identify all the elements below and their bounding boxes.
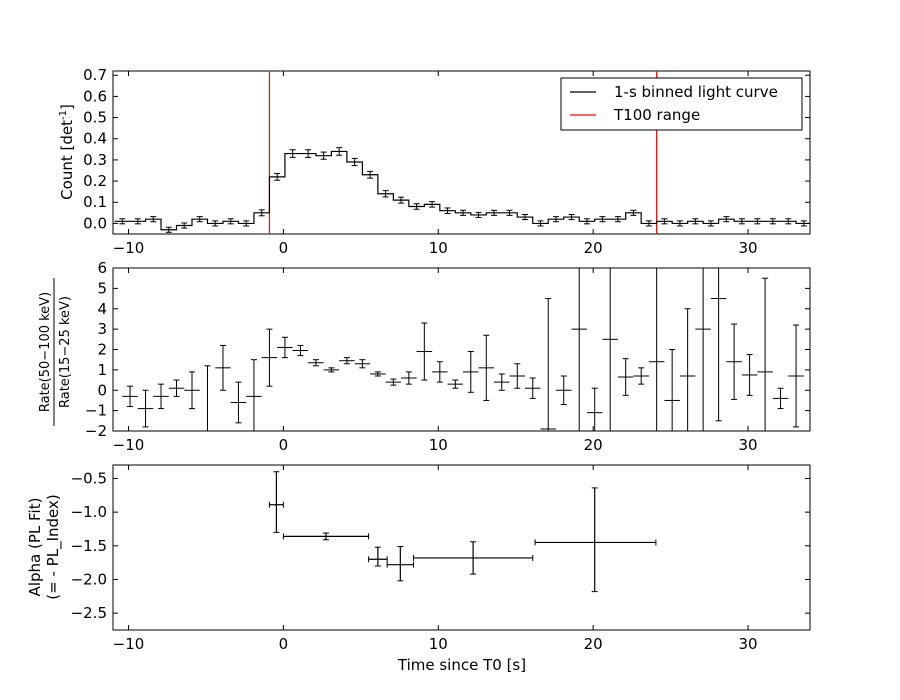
x-tick-label: 30 <box>738 635 757 653</box>
y-tick-label: 0.3 <box>83 151 107 169</box>
y-tick-label: 4 <box>97 300 107 318</box>
legend-label-t100: T100 range <box>613 106 700 124</box>
x-tick-label: 0 <box>279 239 289 257</box>
x-tick-label: −10 <box>113 635 145 653</box>
x-tick-label: 10 <box>429 239 448 257</box>
alpha-panel: −10 0 10 20 30 −2.5 −2.0 −1.5 −1.0 −0.5 Alpha (PL… <box>26 464 811 674</box>
y-tick-label: 0.4 <box>83 130 107 148</box>
x-tick-label: 20 <box>584 436 603 454</box>
x-tick-label: −10 <box>113 239 145 257</box>
y-tick-label: −0.5 <box>71 469 107 487</box>
hardness-ratio-axes-frame <box>112 267 811 432</box>
x-tick-label: 20 <box>584 635 603 653</box>
y-tick-label: 0.7 <box>83 66 107 84</box>
y-tick-label: 6 <box>97 259 107 277</box>
light-curve-panel: −10 0 10 20 30 0.0 0.1 0.2 0.3 0.4 0.5 0.6 0.7 Count… <box>58 66 811 257</box>
y-tick-label: −2.5 <box>71 604 107 622</box>
x-tick-label: 0 <box>279 635 289 653</box>
legend-box <box>560 77 803 131</box>
hardness-ratio-ylabel-numerator: Rate(50−100 keV) <box>38 292 53 412</box>
y-tick-label: 0.5 <box>83 109 107 127</box>
light-curve-series <box>114 147 810 233</box>
light-curve-ylabel: Count [det-1] <box>58 104 76 200</box>
y-tick-label: 0 <box>97 381 107 399</box>
y-tick-label: 5 <box>97 279 107 297</box>
legend-label-light-curve: 1-s binned light curve <box>614 83 778 101</box>
x-tick-label: 20 <box>584 239 603 257</box>
y-tick-label: 3 <box>97 320 107 338</box>
y-tick-label: 1 <box>97 361 107 379</box>
y-tick-label: −2 <box>85 422 107 440</box>
y-tick-label: −2.0 <box>71 570 107 588</box>
light-curve-ticks: −10 0 10 20 30 0.0 0.1 0.2 0.3 0.4 0.5 0.6 0.7 <box>83 66 810 257</box>
legend: 1-s binned light curve T100 range <box>560 77 803 131</box>
alpha-axes-frame <box>112 464 811 631</box>
y-tick-label: −1.0 <box>71 503 107 521</box>
alpha-ticks: −10 0 10 20 30 −2.5 −2.0 −1.5 −1.0 −0.5 <box>71 465 810 653</box>
x-tick-label: 30 <box>738 239 757 257</box>
alpha-ylabel-line2: (= - PL_Index) <box>44 494 63 599</box>
alpha-xlabel: Time since T0 [s] <box>397 656 526 674</box>
light-curve-step-line <box>114 150 810 231</box>
y-tick-label: −1.5 <box>71 537 107 555</box>
hardness-ratio-points <box>122 268 804 432</box>
alpha-ylabel-line1: Alpha (PL Fit) <box>26 498 44 597</box>
x-tick-label: 0 <box>279 436 289 454</box>
y-tick-label: 0.0 <box>83 214 107 232</box>
alpha-points <box>268 471 657 593</box>
x-tick-label: 30 <box>738 436 757 454</box>
hardness-ratio-ylabel-denominator: Rate(15−25 keV) <box>58 296 73 408</box>
hardness-ratio-ylabel: Rate(50−100 keV) Rate(15−25 keV) <box>38 278 73 426</box>
y-tick-label: 2 <box>97 341 107 359</box>
y-tick-label: −1 <box>85 402 107 420</box>
y-tick-label: 0.1 <box>83 193 107 211</box>
x-tick-label: −10 <box>113 436 145 454</box>
x-tick-label: 10 <box>429 436 448 454</box>
y-tick-label: 0.2 <box>83 172 107 190</box>
x-tick-label: 10 <box>429 635 448 653</box>
y-tick-label: 0.6 <box>83 87 107 105</box>
